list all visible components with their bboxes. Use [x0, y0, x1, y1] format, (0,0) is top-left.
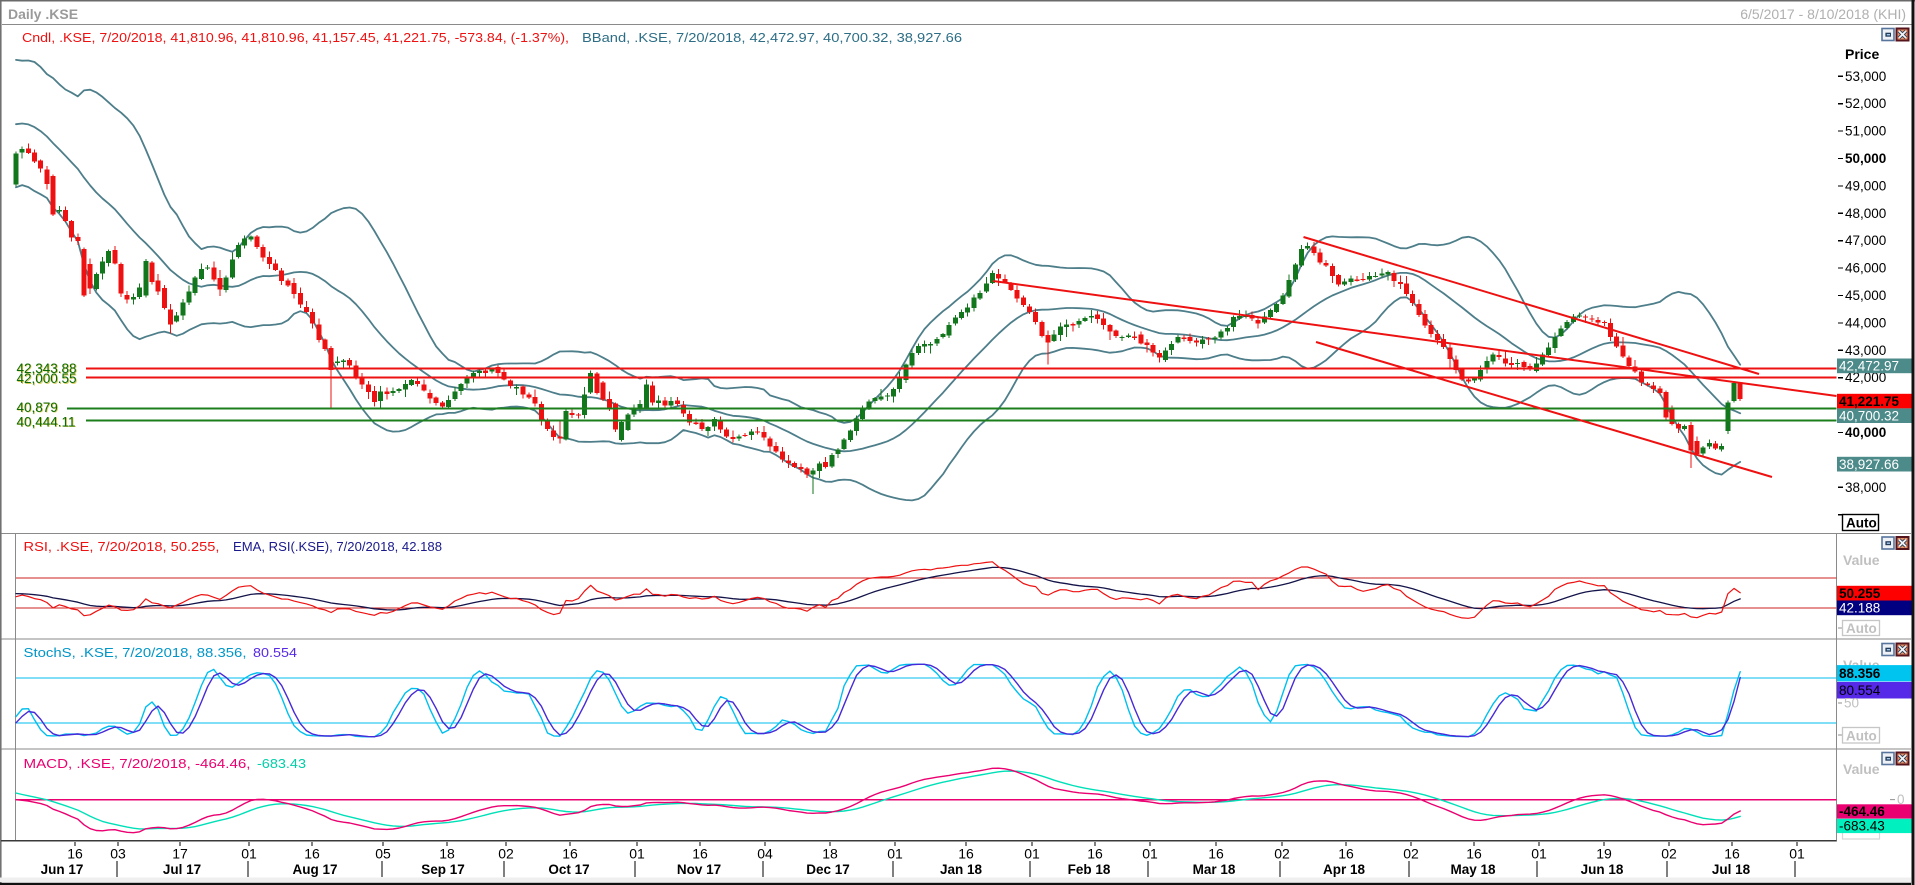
svg-text:49,000: 49,000 [1845, 178, 1886, 193]
svg-text:Sep 17: Sep 17 [421, 862, 465, 877]
svg-text:02: 02 [1403, 846, 1419, 862]
svg-text:Oct 17: Oct 17 [548, 862, 589, 877]
svg-text:Value: Value [1843, 552, 1880, 568]
svg-text:EMA, RSI(.KSE), 7/20/2018, 42.: EMA, RSI(.KSE), 7/20/2018, 42.188 [233, 539, 442, 554]
svg-text:44,000: 44,000 [1845, 315, 1886, 330]
svg-text:02: 02 [1661, 846, 1677, 862]
svg-text:38,000: 38,000 [1845, 480, 1886, 495]
svg-text:18: 18 [439, 846, 455, 862]
svg-text:16: 16 [692, 846, 708, 862]
svg-text:MACD, .KSE, 7/20/2018, -464.46: MACD, .KSE, 7/20/2018, -464.46, [24, 756, 251, 771]
svg-text:0: 0 [1897, 792, 1905, 807]
svg-text:40,879: 40,879 [17, 400, 58, 415]
svg-text:05: 05 [375, 846, 391, 862]
svg-text:16: 16 [304, 846, 320, 862]
svg-text:47,000: 47,000 [1845, 233, 1886, 248]
svg-text:52,000: 52,000 [1845, 96, 1886, 111]
svg-text:40,879: 40,879 [17, 401, 58, 416]
svg-text:42.188: 42.188 [1839, 601, 1880, 616]
svg-text:Auto: Auto [1846, 621, 1877, 636]
svg-text:16: 16 [67, 846, 83, 862]
svg-text:-683.43: -683.43 [1839, 819, 1885, 834]
svg-text:01: 01 [1142, 846, 1158, 862]
svg-text:May 18: May 18 [1450, 862, 1496, 877]
svg-text:17: 17 [172, 846, 188, 862]
svg-text:46,000: 46,000 [1845, 261, 1886, 276]
svg-text:42,000.55: 42,000.55 [17, 372, 77, 387]
svg-text:01: 01 [241, 846, 257, 862]
svg-text:StochS, .KSE, 7/20/2018, 88.35: StochS, .KSE, 7/20/2018, 88.356, [24, 645, 247, 660]
svg-text:40,000: 40,000 [1845, 425, 1886, 440]
svg-text:01: 01 [1789, 846, 1805, 862]
svg-text:16: 16 [1466, 846, 1482, 862]
svg-text:01: 01 [1531, 846, 1547, 862]
svg-text:-464.46: -464.46 [1839, 804, 1885, 819]
svg-text:03: 03 [110, 846, 126, 862]
svg-text:02: 02 [1274, 846, 1290, 862]
svg-text:Apr 18: Apr 18 [1323, 862, 1366, 877]
svg-text:45,000: 45,000 [1845, 288, 1886, 303]
svg-text:Value: Value [1843, 761, 1880, 777]
svg-text:42,000: 42,000 [1845, 370, 1886, 385]
svg-text:80.554: 80.554 [253, 645, 297, 660]
svg-text:Price: Price [1845, 46, 1879, 62]
svg-text:16: 16 [562, 846, 578, 862]
svg-text:53,000: 53,000 [1845, 69, 1886, 84]
svg-text:43,000: 43,000 [1845, 343, 1886, 358]
svg-text:BBand, .KSE, 7/20/2018, 42,472: BBand, .KSE, 7/20/2018, 42,472.97, 40,70… [582, 30, 962, 45]
svg-text:Jun 17: Jun 17 [41, 862, 84, 877]
svg-text:48,000: 48,000 [1845, 206, 1886, 221]
svg-text:-683.43: -683.43 [257, 756, 306, 771]
svg-text:19: 19 [1596, 846, 1612, 862]
svg-text:02: 02 [498, 846, 514, 862]
svg-text:50,000: 50,000 [1845, 151, 1886, 166]
svg-text:50.255: 50.255 [1839, 586, 1881, 601]
svg-text:01: 01 [1024, 846, 1040, 862]
svg-text:51,000: 51,000 [1845, 124, 1886, 139]
svg-text:16: 16 [1087, 846, 1103, 862]
svg-text:Daily .KSE: Daily .KSE [8, 6, 78, 22]
svg-text:Feb 18: Feb 18 [1068, 862, 1111, 877]
svg-text:50: 50 [1844, 696, 1859, 711]
svg-text:Jul 18: Jul 18 [1712, 862, 1751, 877]
svg-text:RSI, .KSE, 7/20/2018, 50.255,: RSI, .KSE, 7/20/2018, 50.255, [24, 539, 220, 554]
svg-text:18: 18 [822, 846, 838, 862]
svg-text:41,221.75: 41,221.75 [1839, 394, 1900, 409]
svg-text:Mar 18: Mar 18 [1193, 862, 1236, 877]
svg-text:42,343.88: 42,343.88 [17, 361, 77, 376]
svg-text:01: 01 [629, 846, 645, 862]
svg-text:Nov 17: Nov 17 [677, 862, 721, 877]
svg-text:38,927.66: 38,927.66 [1839, 457, 1899, 472]
svg-text:Auto: Auto [1846, 728, 1877, 743]
svg-text:Aug 17: Aug 17 [292, 862, 337, 877]
svg-text:6/5/2017 - 8/10/2018 (KHI): 6/5/2017 - 8/10/2018 (KHI) [1740, 6, 1906, 22]
svg-text:04: 04 [757, 846, 773, 862]
svg-text:40,700.32: 40,700.32 [1839, 408, 1899, 423]
svg-text:80.554: 80.554 [1839, 683, 1881, 698]
svg-text:Cndl, .KSE, 7/20/2018, 41,810.: Cndl, .KSE, 7/20/2018, 41,810.96, 41,810… [22, 30, 569, 45]
svg-text:Dec 17: Dec 17 [806, 862, 850, 877]
svg-text:16: 16 [1208, 846, 1224, 862]
svg-text:42,000.55: 42,000.55 [17, 371, 77, 386]
svg-text:40,444.11: 40,444.11 [17, 415, 76, 430]
svg-text:Auto: Auto [1846, 516, 1877, 531]
svg-text:Jun 18: Jun 18 [1581, 862, 1624, 877]
svg-text:01: 01 [887, 846, 903, 862]
svg-text:Jan 18: Jan 18 [940, 862, 983, 877]
svg-text:16: 16 [1724, 846, 1740, 862]
svg-text:16: 16 [958, 846, 974, 862]
svg-text:42,472.97: 42,472.97 [1839, 359, 1899, 374]
svg-text:88.356: 88.356 [1839, 666, 1881, 681]
svg-text:Jul 17: Jul 17 [163, 862, 201, 877]
svg-text:42,343.88: 42,343.88 [17, 362, 77, 377]
svg-text:16: 16 [1338, 846, 1354, 862]
svg-text:40,444.11: 40,444.11 [17, 414, 76, 429]
